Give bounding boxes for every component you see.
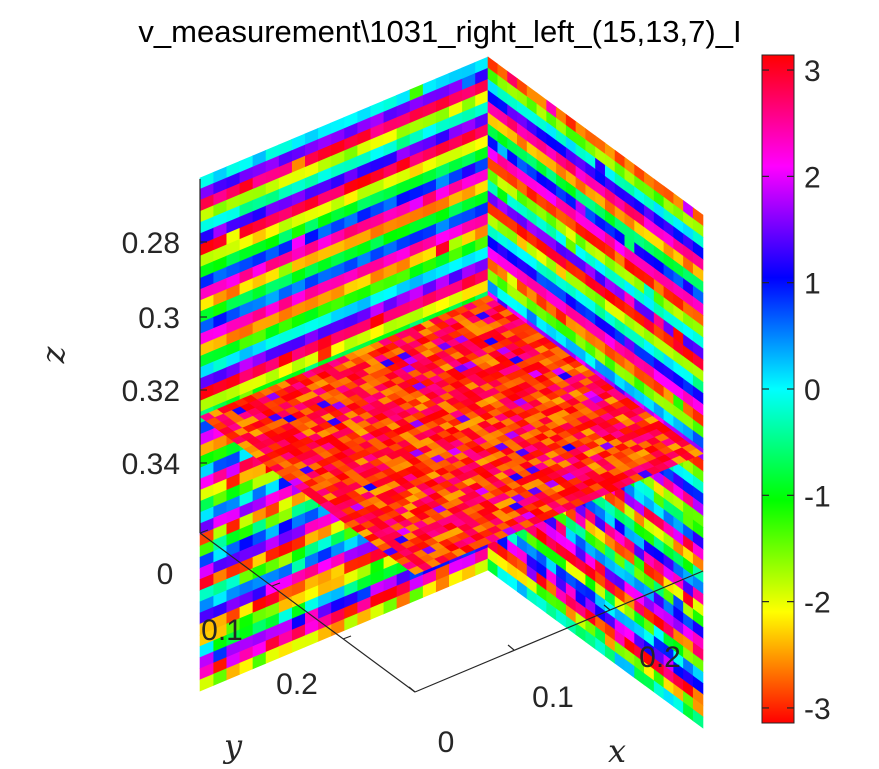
x-tick-label: 0 — [438, 726, 455, 759]
horizontal-z-slice — [199, 295, 704, 575]
chart-title: v_measurement\1031_right_left_(15,13,7)_… — [138, 14, 741, 49]
z-tick-label: 0.32 — [122, 375, 180, 408]
slice-cell — [408, 565, 425, 575]
axes: 0.28 0.3 0.32 0.34 0 0.1 0.2 0 0.1 0.2 — [122, 179, 704, 759]
x-tick — [603, 604, 611, 611]
y-axis-label: y — [222, 727, 243, 765]
z-axis-label: z — [34, 345, 72, 364]
x-axis-label: x — [608, 732, 626, 769]
y-tick-label: 0.2 — [276, 668, 318, 701]
wall-cell — [199, 673, 214, 692]
y-tick — [199, 529, 209, 534]
colorbar-tick-label: -2 — [804, 587, 831, 620]
x-tick — [507, 644, 515, 651]
colorbar-tick-label: -3 — [804, 693, 831, 726]
z-tick-label: 0.3 — [138, 302, 180, 335]
y-tick — [342, 635, 352, 640]
y-tick-label: 0 — [157, 558, 174, 591]
z-tick-label: 0.28 — [122, 227, 180, 260]
colorbar-tick-label: 2 — [804, 161, 821, 194]
colorbar-tick-label: 0 — [804, 374, 821, 407]
colorbar-ticks: 3 2 1 0 -1 -2 -3 — [762, 55, 831, 726]
colorbar-tick-label: 1 — [804, 268, 821, 301]
wall-cell — [692, 709, 704, 729]
phase-slices — [199, 56, 704, 729]
colorbar-tick-label: 3 — [804, 55, 821, 88]
x-axis-line — [414, 570, 704, 693]
x-tick — [408, 686, 416, 693]
colorbar-tick-label: -1 — [804, 480, 831, 513]
x-tick-label: 0.1 — [532, 681, 574, 714]
y-axis-line — [199, 532, 416, 693]
y-tick-label: 0.1 — [201, 614, 243, 647]
y-tick — [271, 582, 281, 587]
x-tick-label: 0.2 — [639, 641, 681, 674]
z-tick-label: 0.34 — [122, 448, 180, 481]
